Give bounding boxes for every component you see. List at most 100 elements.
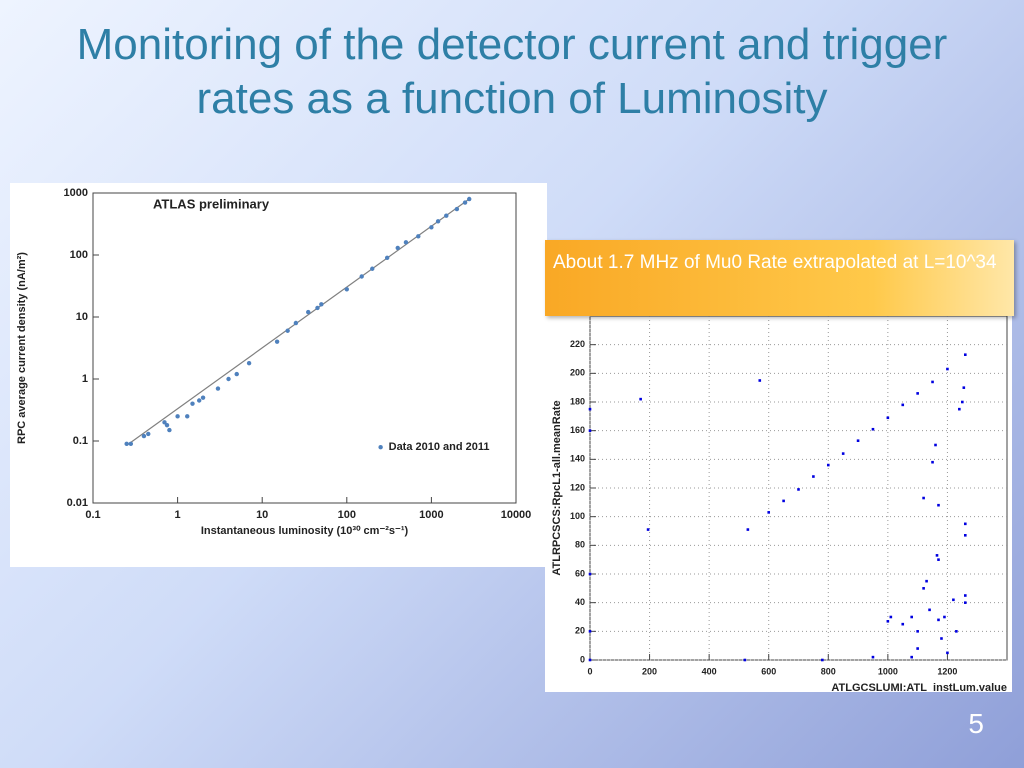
data-point	[767, 511, 771, 514]
data-point	[124, 441, 129, 447]
data-point	[826, 463, 830, 467]
data-point	[958, 407, 961, 411]
data-point	[797, 488, 800, 491]
y-tick-label: 0.1	[73, 435, 88, 447]
y-tick-label: 80	[575, 540, 585, 550]
data-point	[416, 234, 421, 239]
data-point	[429, 225, 434, 230]
data-point	[746, 528, 750, 531]
y-tick-label: 40	[575, 597, 585, 607]
y-tick-label: 180	[570, 396, 585, 406]
data-point	[886, 416, 890, 420]
data-point	[901, 622, 905, 626]
x-axis-label: Instantaneous luminosity (10³⁰ cm⁻²s⁻¹)	[201, 525, 409, 537]
x-tick-label: 0	[587, 666, 592, 676]
data-point	[937, 503, 940, 507]
data-point	[588, 658, 592, 662]
data-point	[588, 407, 592, 411]
data-point	[916, 630, 919, 633]
data-point	[871, 655, 875, 659]
slide-title: Monitoring of the detector current and t…	[76, 20, 948, 123]
data-point	[306, 309, 311, 315]
data-point	[928, 608, 931, 612]
y-tick-label: 220	[570, 339, 585, 349]
data-point	[167, 427, 172, 433]
data-point	[916, 647, 919, 650]
data-point	[200, 395, 206, 400]
data-point	[934, 443, 937, 447]
x-tick-label: 100	[338, 509, 356, 521]
data-point	[937, 618, 940, 622]
y-tick-label: 120	[570, 482, 585, 492]
data-point	[588, 630, 592, 633]
data-point	[226, 376, 231, 382]
data-point	[234, 371, 239, 377]
data-point	[384, 255, 390, 261]
data-point	[359, 274, 364, 279]
data-point	[943, 615, 946, 619]
data-point	[435, 219, 441, 224]
data-point	[964, 594, 967, 597]
data-point	[937, 558, 940, 561]
data-point	[395, 245, 400, 251]
data-point	[293, 320, 299, 326]
data-point	[935, 554, 939, 557]
data-point	[190, 401, 195, 406]
data-point	[196, 398, 202, 403]
y-tick-label: 160	[570, 425, 585, 435]
data-point	[344, 287, 349, 292]
x-tick-label: 1200	[937, 666, 957, 676]
y-tick-label: 20	[575, 626, 585, 636]
data-point	[962, 386, 966, 389]
data-point	[646, 528, 650, 531]
data-point	[141, 433, 147, 439]
legend-label: Data 2010 and 2011	[389, 441, 490, 453]
data-point	[931, 460, 934, 464]
data-point	[964, 601, 967, 604]
data-point	[886, 620, 890, 623]
plot-frame	[92, 192, 517, 504]
data-point	[946, 651, 949, 655]
data-point	[454, 206, 460, 212]
data-point	[782, 499, 785, 503]
callout: About 1.7 MHz of Mu0 Rate extrapolated a…	[545, 240, 1014, 316]
y-tick-label: 200	[570, 368, 585, 378]
data-point	[964, 522, 967, 526]
page-number: 5	[968, 708, 984, 739]
data-point	[175, 414, 180, 419]
data-point	[215, 386, 221, 391]
chart: 0.1 1 10 100 1000 100000.010.11101001000Insta…	[10, 183, 547, 567]
x-tick-label: 10	[256, 509, 268, 521]
data-point	[128, 441, 134, 447]
y-axis-label: RPC average current density (nA/m²)	[16, 252, 28, 444]
data-point	[925, 579, 928, 583]
y-tick-label: 100	[70, 249, 88, 261]
data-point	[319, 302, 324, 307]
data-point	[758, 379, 762, 382]
fit-line	[126, 198, 470, 446]
x-tick-label: 10000	[501, 509, 532, 521]
data-point	[910, 655, 913, 659]
y-tick-label: 140	[570, 454, 585, 464]
y-tick-label: 10	[76, 311, 88, 323]
data-point	[588, 429, 592, 432]
y-tick-label: 100	[570, 511, 585, 521]
data-point	[916, 392, 919, 395]
x-tick-label: 600	[761, 666, 776, 676]
y-tick-label: 0.01	[67, 497, 88, 509]
data-point	[821, 658, 824, 662]
data-point	[370, 266, 375, 271]
x-tick-label: 1000	[878, 666, 898, 676]
data-point	[964, 353, 967, 356]
data-point	[841, 452, 845, 455]
data-point	[946, 367, 949, 371]
x-tick-label: 0.1	[85, 509, 100, 521]
data-point	[164, 422, 170, 428]
data-point	[467, 196, 472, 202]
y-tick-label: 0	[580, 654, 585, 664]
data-point	[588, 572, 592, 576]
data-point	[315, 305, 320, 311]
data-point	[910, 615, 913, 619]
x-tick-label: 400	[702, 666, 717, 676]
